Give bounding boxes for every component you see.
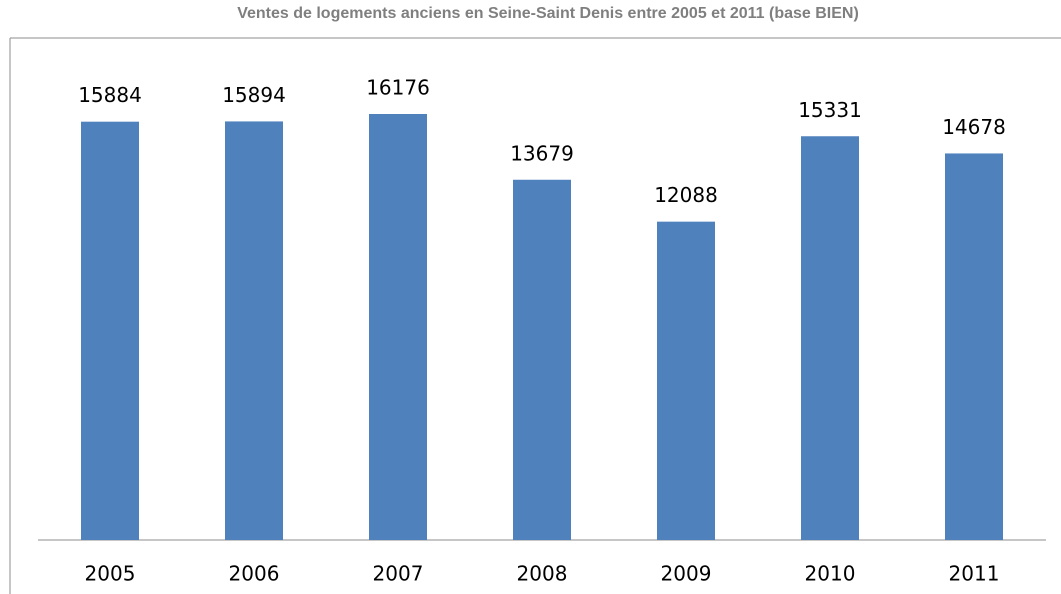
x-tick-label: 2005 — [85, 562, 136, 586]
chart-title: Ventes de logements anciens en Seine-Sai… — [237, 5, 859, 22]
bar — [369, 114, 427, 540]
bar — [81, 121, 139, 540]
x-tick-label: 2008 — [517, 562, 568, 586]
data-label: 15884 — [78, 83, 142, 107]
x-tick-label: 2011 — [949, 562, 1000, 586]
bar — [945, 153, 1003, 540]
data-label: 15331 — [798, 98, 862, 122]
data-label: 16176 — [366, 76, 430, 100]
bar — [513, 179, 571, 540]
bar — [657, 221, 715, 540]
x-tick-label: 2010 — [805, 562, 856, 586]
data-label: 13679 — [510, 141, 574, 165]
bar — [225, 121, 283, 540]
data-label: 15894 — [222, 83, 286, 107]
x-tick-label: 2009 — [661, 562, 712, 586]
x-tick-label: 2007 — [373, 562, 424, 586]
data-label: 12088 — [654, 183, 718, 207]
data-label: 14678 — [942, 115, 1006, 139]
x-tick-label: 2006 — [229, 562, 280, 586]
bar — [801, 136, 859, 540]
